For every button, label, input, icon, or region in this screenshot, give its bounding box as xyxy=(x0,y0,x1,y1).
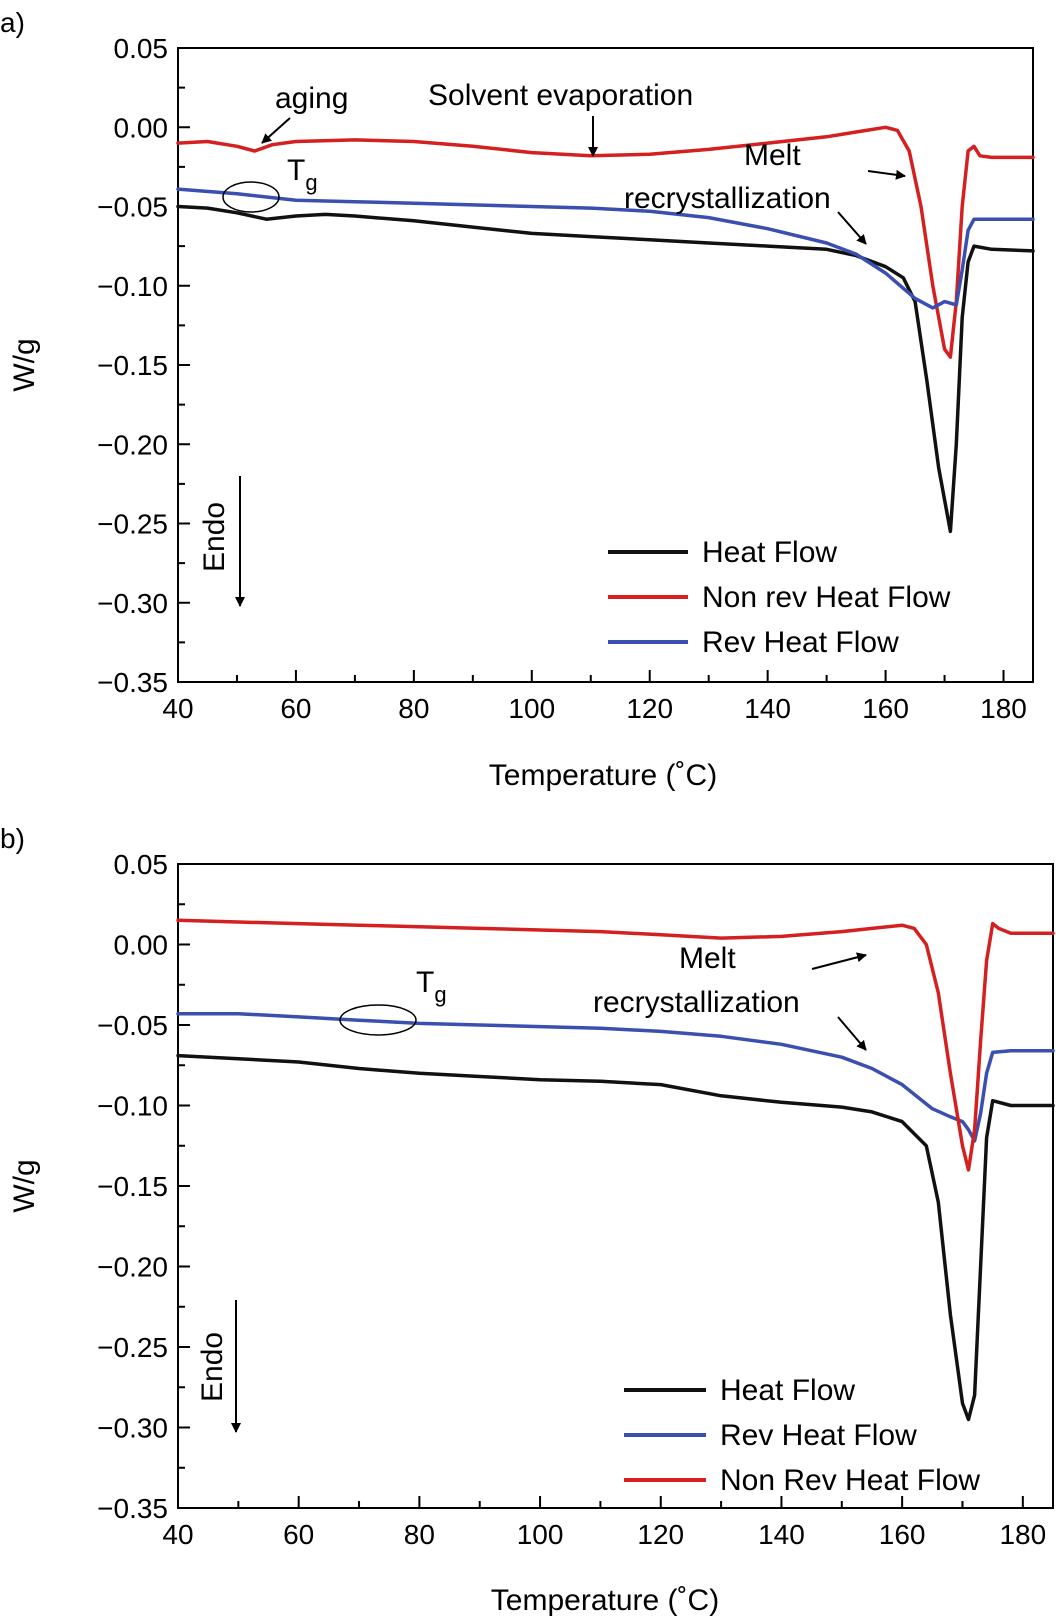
arrow-aging xyxy=(261,117,291,144)
arrow-melt-a xyxy=(867,169,906,180)
y-tick-label-b-5: −0.20 xyxy=(97,1252,168,1283)
y-tick-label-b-0: 0.05 xyxy=(114,849,169,880)
tg-ellipse-a xyxy=(222,181,280,213)
y-tick-label-a-7: −0.30 xyxy=(97,588,168,619)
series-lines-b xyxy=(176,918,1055,1422)
x-tick-label-a-0: 40 xyxy=(162,693,193,724)
y-tick-label-b-2: −0.05 xyxy=(97,1010,168,1041)
panel-label-a: a) xyxy=(0,7,25,38)
x-tick-label-b-4: 120 xyxy=(637,1519,684,1550)
y-axis-label-a: W/g xyxy=(8,338,41,391)
arrow-recrystallization-b xyxy=(837,1016,867,1051)
x-tick-label-a-2: 80 xyxy=(398,693,429,724)
x-tick-label-b-0: 40 xyxy=(162,1519,193,1550)
annotation-recrystallization-a: recrystallization xyxy=(624,182,831,215)
x-axis-label-b: Temperature (˚C) xyxy=(491,1584,719,1617)
x-tick-label-b-5: 140 xyxy=(758,1519,805,1550)
series-line-rev-heat-flow-b xyxy=(176,1011,1055,1143)
annotation-solvent-evaporation: Solvent evaporation xyxy=(428,79,693,112)
y-tick-label-a-4: −0.15 xyxy=(97,350,168,381)
tg-ellipse-b xyxy=(339,1004,417,1036)
legend-label-heat-flow-a: Heat Flow xyxy=(702,536,837,569)
x-tick-label-b-1: 60 xyxy=(283,1519,314,1550)
y-tick-label-b-6: −0.25 xyxy=(97,1332,168,1363)
x-tick-label-a-6: 160 xyxy=(862,693,909,724)
plot-frame-b xyxy=(177,863,1054,1509)
axis-ticks-a: 40 60 80 100 120 140 160 180 0.05 0.00 −0.05 −0.10 −… xyxy=(97,33,1027,724)
y-tick-label-a-1: 0.00 xyxy=(114,112,169,143)
arrow-recrystallization-a xyxy=(837,211,867,245)
y-tick-label-a-5: −0.20 xyxy=(97,429,168,460)
x-tick-label-a-4: 120 xyxy=(626,693,673,724)
series-lines-a xyxy=(176,125,1035,534)
annotation-recrystallization-b: recrystallization xyxy=(593,986,800,1019)
y-tick-label-a-6: −0.25 xyxy=(97,509,168,540)
legend-label-non-rev-a: Non rev Heat Flow xyxy=(702,581,951,614)
axis-ticks-b: 40 60 80 100 120 140 160 180 0.05 0.00 −0.05 −0.10 −… xyxy=(97,849,1046,1550)
endo-label-a: Endo xyxy=(198,502,231,572)
series-line-rev-heat-flow-a xyxy=(176,187,1035,310)
x-tick-label-a-5: 140 xyxy=(744,693,791,724)
x-tick-label-b-7: 180 xyxy=(999,1519,1046,1550)
legend-label-heat-flow-b: Heat Flow xyxy=(720,1374,855,1407)
legend-b: Heat Flow Rev Heat Flow Non Rev Heat Flo… xyxy=(624,1374,980,1497)
endo-label-b: Endo xyxy=(196,1332,229,1402)
x-axis-label-a: Temperature (˚C) xyxy=(489,759,717,792)
y-tick-label-b-8: −0.35 xyxy=(97,1493,168,1524)
y-tick-label-a-2: −0.05 xyxy=(97,192,168,223)
legend-label-rev-b: Rev Heat Flow xyxy=(720,1419,917,1452)
x-tick-label-a-7: 180 xyxy=(980,693,1027,724)
panel-label-b: b) xyxy=(0,823,25,854)
y-tick-label-a-3: −0.10 xyxy=(97,271,168,302)
annotation-aging: aging xyxy=(275,82,348,115)
annotation-melt-b: Melt xyxy=(679,942,736,975)
tg-label-a: Tg xyxy=(287,154,318,195)
tg-label-b: Tg xyxy=(416,966,447,1007)
y-tick-label-b-7: −0.30 xyxy=(97,1413,168,1444)
x-tick-label-b-3: 100 xyxy=(517,1519,564,1550)
arrow-melt-b xyxy=(811,952,867,970)
series-line-non-rev-heat-flow-b xyxy=(176,918,1055,1172)
x-tick-label-a-3: 100 xyxy=(508,693,555,724)
annotation-melt-a: Melt xyxy=(744,139,801,172)
series-line-non-rev-heat-flow-a xyxy=(176,125,1035,359)
y-tick-label-a-8: −0.35 xyxy=(97,667,168,698)
y-tick-label-a-0: 0.05 xyxy=(114,33,169,64)
legend-label-rev-a: Rev Heat Flow xyxy=(702,626,899,659)
series-line-heat-flow-a xyxy=(176,204,1035,534)
legend-label-non-rev-b: Non Rev Heat Flow xyxy=(720,1464,980,1497)
panel-a: a) 40 60 80 100 120 140 160 180 0.05 0.00 −0.05 −0.… xyxy=(0,7,1035,792)
y-tick-label-b-4: −0.15 xyxy=(97,1171,168,1202)
series-line-heat-flow-b xyxy=(176,1053,1055,1422)
y-tick-label-b-1: 0.00 xyxy=(114,930,169,961)
y-axis-label-b: W/g xyxy=(8,1159,41,1212)
panel-b: b) 40 60 80 100 120 140 160 180 0.05 0.00 −0.05 −0.… xyxy=(0,823,1055,1617)
x-tick-label-a-1: 60 xyxy=(280,693,311,724)
x-tick-label-b-6: 160 xyxy=(879,1519,926,1550)
y-tick-label-b-3: −0.10 xyxy=(97,1091,168,1122)
legend-a: Heat Flow Non rev Heat Flow Rev Heat Flo… xyxy=(608,536,951,659)
x-tick-label-b-2: 80 xyxy=(404,1519,435,1550)
